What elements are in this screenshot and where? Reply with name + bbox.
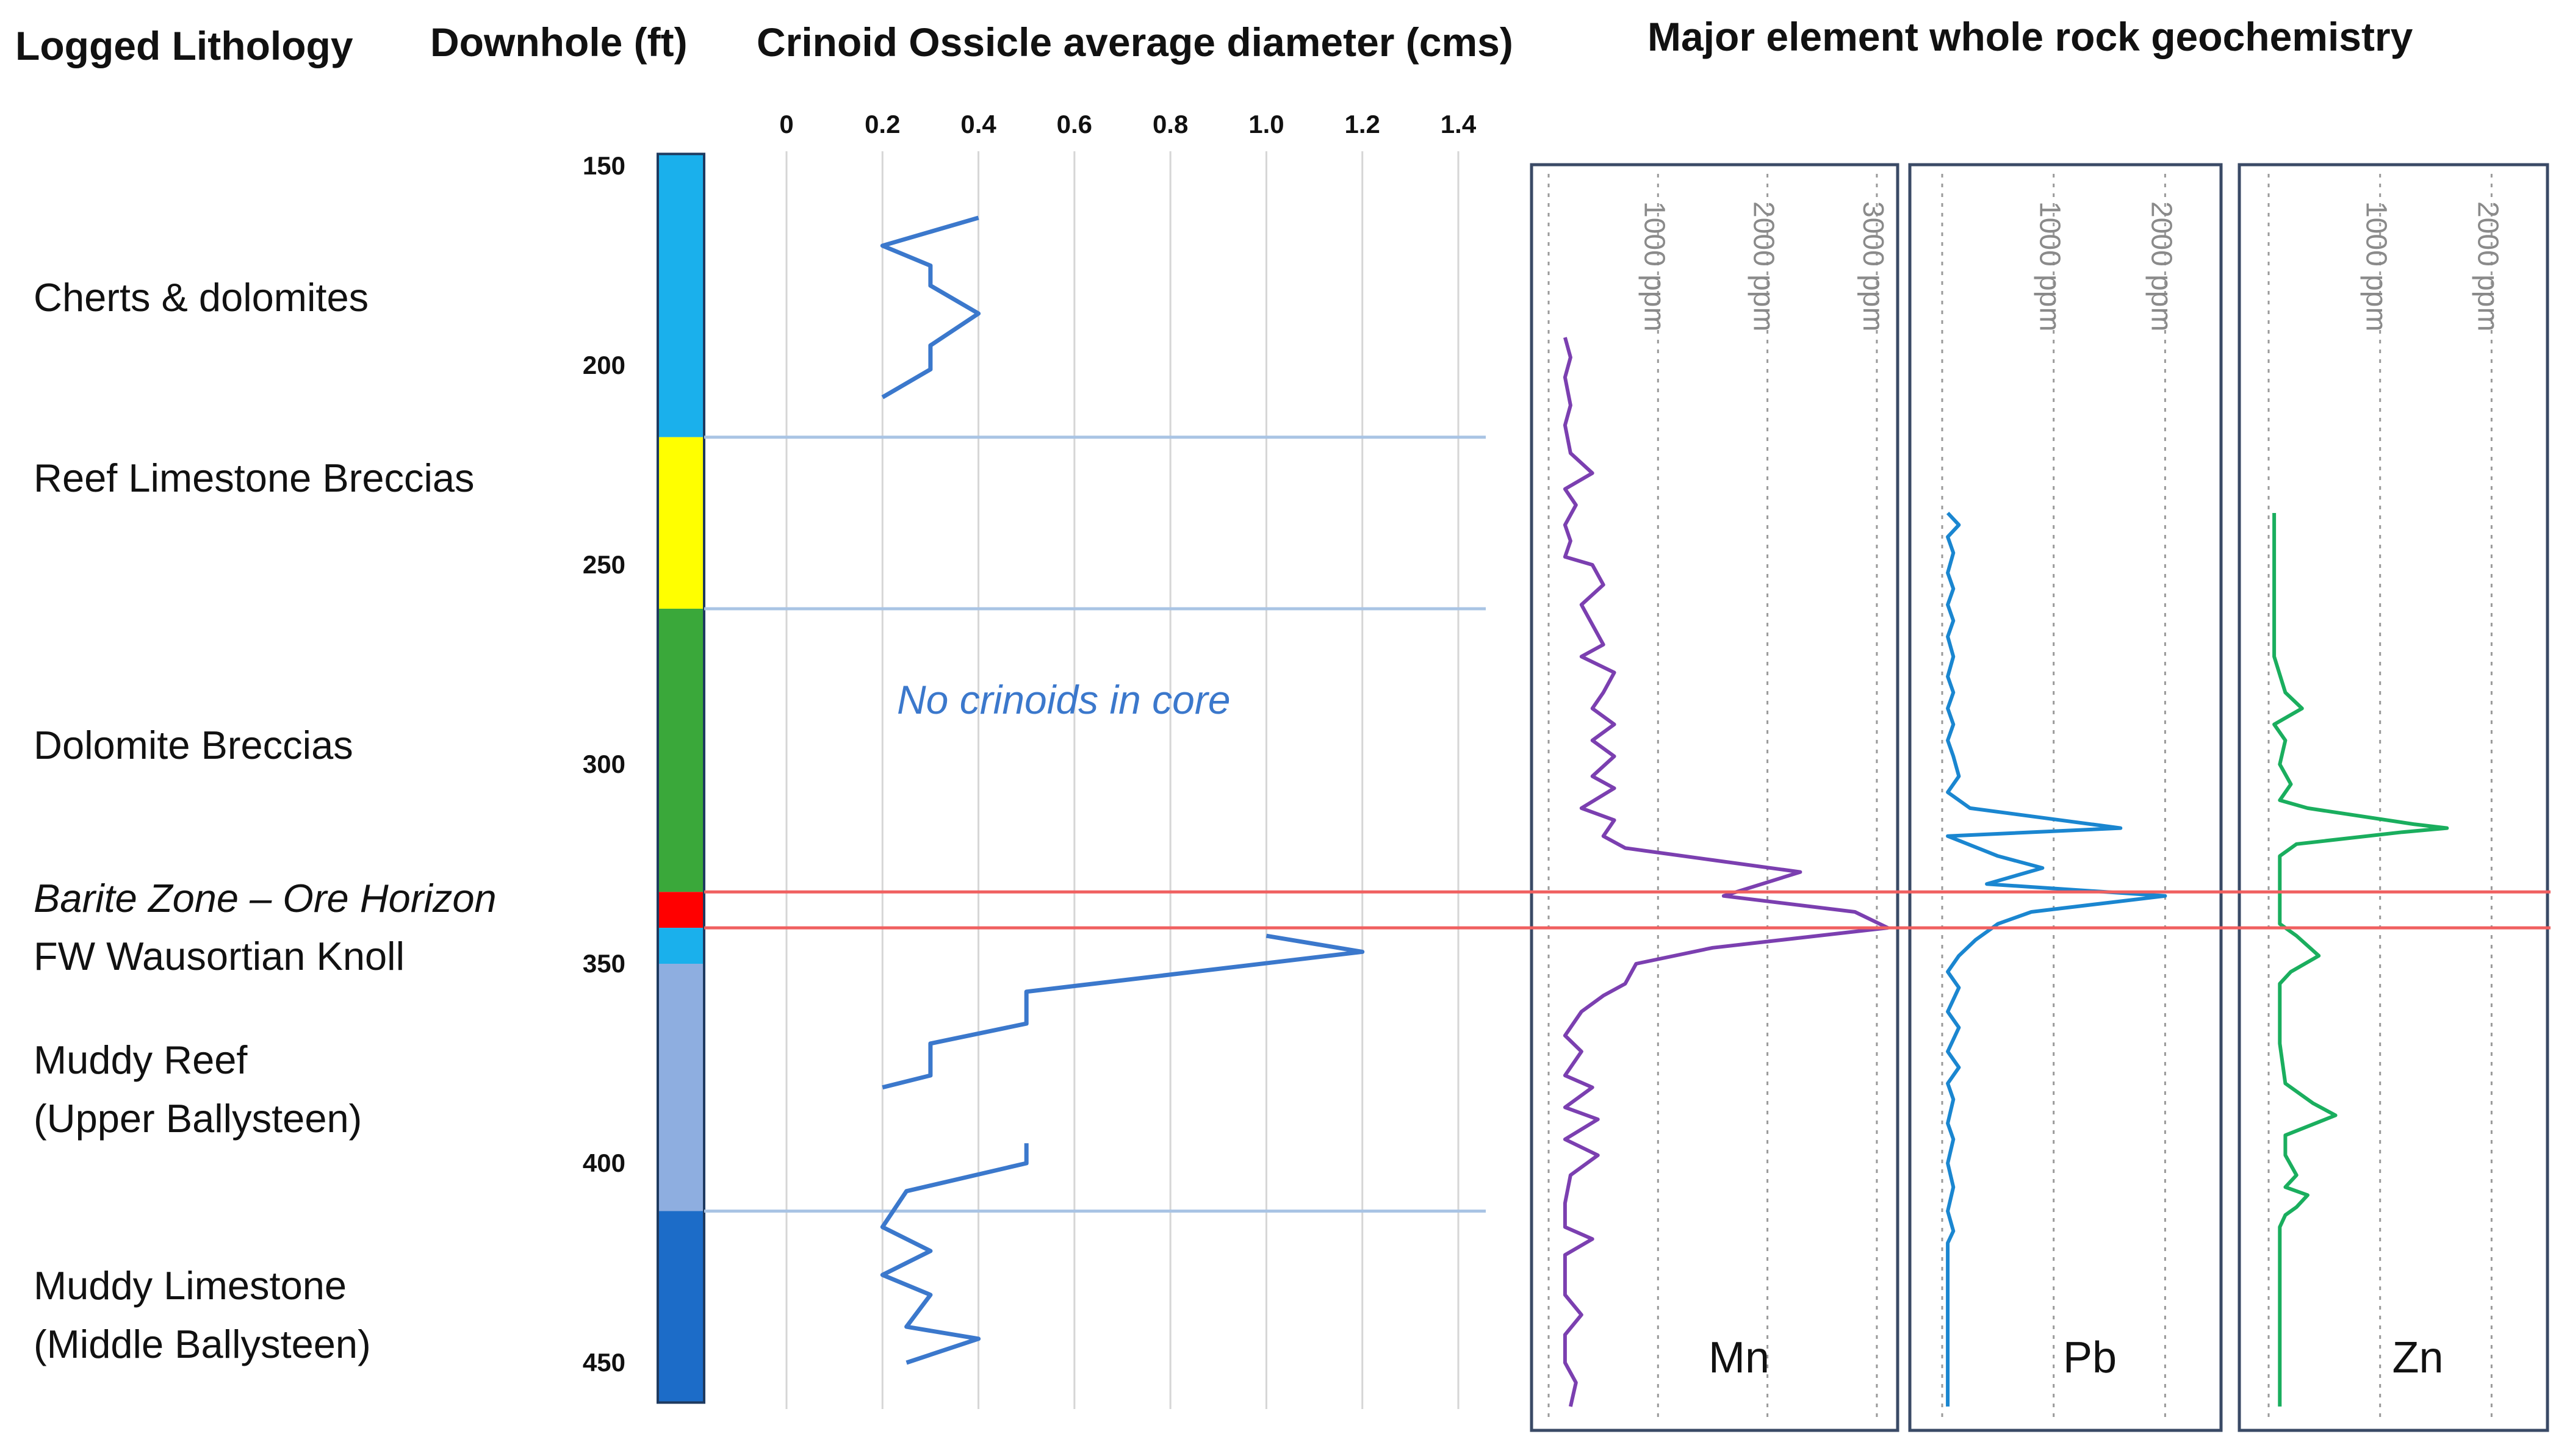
geochem-header: Major element whole rock geochemistry [1647,14,2413,59]
panel-frame [1530,163,1899,1432]
crinoid-x-axis: 0 0.2 0.4 0.6 0.8 1.0 1.2 1.4 [779,110,1477,138]
panel-pb: 1000 ppm 2000 ppm Pb [1908,163,2223,1432]
ppm-grid-label: 2000 ppm [1748,201,1780,332]
ppm-grid-label: 1000 ppm [2360,201,2392,332]
lithology-block [658,608,704,892]
geochem-panels: 1000 ppm 2000 ppm 3000 ppm Mn 1000 ppm 2000 p… [1530,163,2549,1432]
lithology-label: Dolomite Breccias [34,723,353,767]
depth-tick-label: 300 [583,750,625,778]
element-label: Pb [2063,1333,2117,1382]
crinoid-series [880,215,1365,1365]
ppm-grid-label: 3000 ppm [1857,201,1889,332]
ppm-grid-label: 2000 ppm [2471,201,2504,332]
crinoid-tick-label: 0.4 [960,110,996,138]
element-line-zn [2272,513,2449,1407]
panel-frame [1908,163,2223,1432]
crinoid-gridlines [785,151,1460,1409]
crinoid-line-knoll [882,933,1365,1090]
downhole-header: Downhole (ft) [430,20,688,65]
panel-zn: 1000 ppm 2000 ppm Zn [2238,163,2549,1432]
depth-tick-label: 150 [583,151,625,180]
no-crinoids-annotation: No crinoids in core [897,677,1231,722]
lithology-column [657,152,705,1404]
lithology-label: Reef Limestone Breccias [34,456,475,500]
depth-tick-label: 400 [583,1149,625,1177]
depth-tick-label: 200 [583,351,625,379]
element-label: Mn [1708,1333,1770,1382]
lithology-block [658,154,704,437]
depth-tick-label: 250 [583,550,625,579]
crinoid-tick-label: 0 [779,110,793,138]
crinoid-line-upper [880,215,981,400]
element-line-pb [1946,511,2167,1407]
ppm-grid-label: 1000 ppm [1638,201,1670,332]
lithology-label: Cherts & dolomites [34,275,369,320]
lithology-block [658,892,704,928]
ore-horizon-lines [704,890,2551,930]
lithology-label: FW Wausortian Knoll [34,934,405,978]
depth-tick-label: 350 [583,949,625,978]
crinoid-tick-label: 1.0 [1248,110,1284,138]
crinoid-tick-label: 1.2 [1345,110,1380,138]
lithology-label-line2: (Middle Ballysteen) [34,1322,371,1366]
lithology-column-frame [657,152,705,1404]
ppm-grid-label: 2000 ppm [2145,201,2177,332]
panel-mn: 1000 ppm 2000 ppm 3000 ppm Mn [1530,163,1899,1432]
ppm-grid-label: 1000 ppm [2034,201,2066,332]
lithology-block [658,964,704,1211]
crinoid-tick-label: 0.2 [865,110,900,138]
panel-frame [2238,163,2549,1432]
lithology-label: Muddy Reef [34,1038,248,1082]
element-line-mn [1563,337,1890,1407]
lithology-labels: Cherts & dolomites Reef Limestone Breccia… [34,275,497,1366]
crinoid-line-lower [880,1143,1029,1365]
lithology-label: Muddy Limestone [34,1263,347,1308]
unit-boundaries [704,436,1486,1213]
depth-tick-label: 450 [583,1348,625,1377]
crinoid-tick-label: 1.4 [1441,110,1477,138]
lithology-label: Barite Zone – Ore Horizon [34,876,497,920]
lithology-block [658,437,704,609]
crinoid-tick-label: 0.8 [1153,110,1188,138]
element-label: Zn [2392,1333,2443,1382]
crinoid-tick-label: 0.6 [1057,110,1092,138]
lithology-block [658,928,704,964]
lithology-label-line2: (Upper Ballysteen) [34,1096,362,1141]
lithology-header: Logged Lithology [15,23,353,68]
crinoid-header: Crinoid Ossicle average diameter (cms) [757,20,1513,65]
depth-axis: 150 200 250 300 350 400 450 [583,151,625,1377]
lithology-block [658,1211,704,1403]
